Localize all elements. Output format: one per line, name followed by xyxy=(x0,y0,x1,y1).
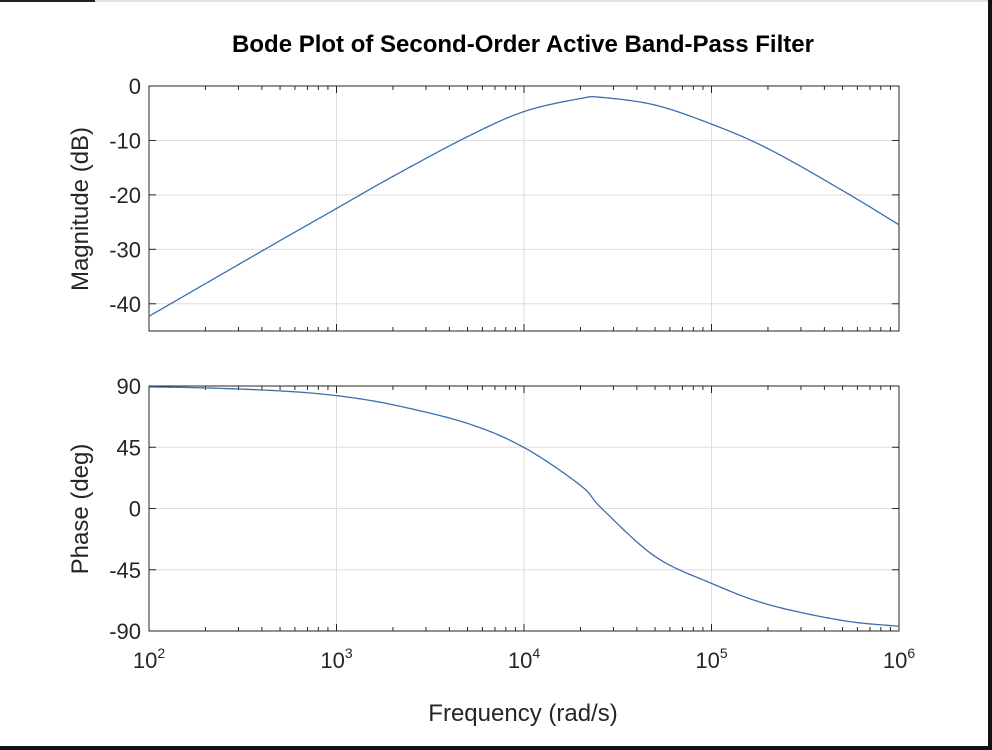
magnitude-y-tick-labels: 0 -10 -20 -30 -40 xyxy=(109,74,141,317)
phase-y-axis-label: Phase (deg) xyxy=(67,444,94,575)
phase-tick-marks xyxy=(148,385,899,632)
phase-y-tick-label: -90 xyxy=(109,619,141,644)
x-tick-label-base: 10 xyxy=(883,648,907,673)
phase-y-tick-label: -45 xyxy=(109,558,141,583)
x-tick-label-exponent: 6 xyxy=(907,645,915,661)
x-tick-labels: 102 103 104 105 106 xyxy=(133,645,915,673)
chart-title: Bode Plot of Second-Order Active Band-Pa… xyxy=(232,31,814,58)
magnitude-tick-marks xyxy=(148,85,899,331)
x-tick-label: 103 xyxy=(320,645,352,673)
phase-y-tick-label: 0 xyxy=(129,497,141,522)
window-top-edge xyxy=(0,0,992,2)
x-tick-label-exponent: 3 xyxy=(345,645,353,661)
magnitude-grid xyxy=(149,86,899,331)
magnitude-y-tick-label: 0 xyxy=(129,74,141,99)
window-right-edge xyxy=(988,0,992,750)
phase-y-tick-label: 90 xyxy=(117,374,141,399)
magnitude-y-tick-label: -20 xyxy=(109,183,141,208)
magnitude-y-tick-label: -30 xyxy=(109,237,141,262)
phase-y-tick-labels: 90 45 0 -45 -90 xyxy=(109,374,141,644)
x-tick-label: 106 xyxy=(883,645,915,673)
x-axis-label: Frequency (rad/s) xyxy=(428,700,617,727)
magnitude-curve xyxy=(148,96,900,317)
x-tick-label-exponent: 2 xyxy=(157,645,165,661)
x-tick-label: 104 xyxy=(508,645,540,673)
x-tick-label-exponent: 5 xyxy=(720,645,728,661)
x-tick-label: 102 xyxy=(133,645,165,673)
phase-grid xyxy=(149,386,899,631)
x-tick-label-base: 10 xyxy=(508,648,532,673)
magnitude-y-tick-label: -40 xyxy=(109,292,141,317)
x-tick-label: 105 xyxy=(695,645,727,673)
x-tick-label-base: 10 xyxy=(695,648,719,673)
magnitude-y-tick-label: -10 xyxy=(109,128,141,153)
phase-curve xyxy=(148,386,900,627)
x-tick-label-base: 10 xyxy=(320,648,344,673)
phase-y-tick-label: 45 xyxy=(117,435,141,460)
x-tick-label-exponent: 4 xyxy=(532,645,540,661)
magnitude-y-axis-label: Magnitude (dB) xyxy=(67,127,94,291)
window-bottom-edge xyxy=(0,746,992,750)
window-top-edge-mark xyxy=(0,0,95,2)
x-tick-label-base: 10 xyxy=(133,648,157,673)
